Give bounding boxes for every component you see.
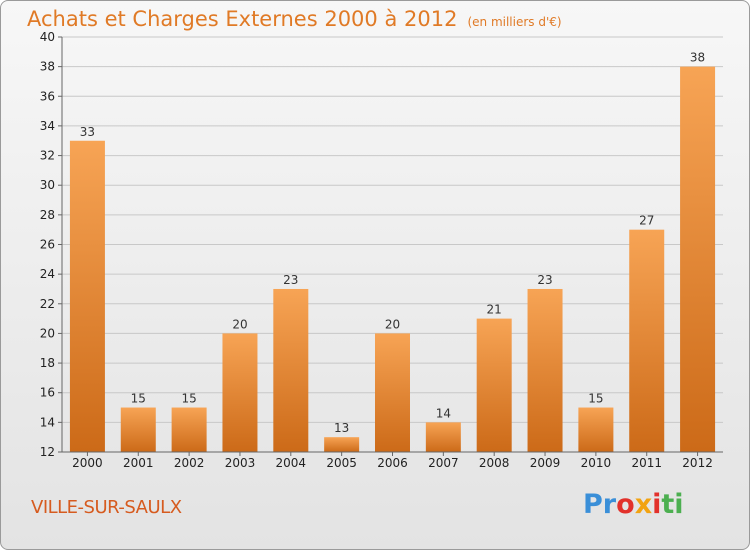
x-tick-label-2001: 2001: [123, 456, 154, 470]
logo-letter: x: [634, 489, 653, 520]
x-tick-label-2012: 2012: [682, 456, 713, 470]
bar-2004: [273, 288, 309, 452]
logo-letter: r: [602, 489, 617, 520]
y-tick-label: 34: [40, 119, 55, 133]
y-tick-label: 16: [40, 386, 55, 400]
x-tick-label-2007: 2007: [428, 456, 459, 470]
bar-2008: [476, 318, 512, 452]
data-label-2007: 14: [436, 406, 451, 420]
x-tick-label-2009: 2009: [530, 456, 561, 470]
data-label-2012: 38: [690, 51, 705, 65]
commune-name: VILLE-SUR-SAULX: [31, 497, 182, 518]
logo-letter: i: [652, 489, 662, 520]
y-tick-label: 38: [40, 60, 55, 74]
bar-2001: [120, 407, 156, 452]
y-tick-label: 20: [40, 326, 55, 340]
x-tick-label-2004: 2004: [276, 456, 307, 470]
data-label-2000: 33: [80, 125, 95, 139]
x-tick-label-2000: 2000: [72, 456, 103, 470]
y-tick-label: 26: [40, 238, 55, 252]
chart-title-text: Achats et Charges Externes 2000 à 2012: [27, 7, 458, 31]
data-label-2003: 20: [232, 317, 247, 331]
y-tick-label: 28: [40, 208, 55, 222]
logo-letter: P: [583, 489, 603, 520]
bar-2007: [425, 422, 461, 452]
bar-2012: [680, 66, 716, 453]
x-tick-label-2010: 2010: [581, 456, 612, 470]
logo-letter: i: [674, 489, 684, 520]
bar-2010: [578, 407, 614, 452]
x-tick-label-2003: 2003: [225, 456, 256, 470]
data-label-2010: 15: [588, 392, 603, 406]
y-tick-label: 14: [40, 415, 55, 429]
chart-unit: (en milliers d'€): [467, 15, 562, 29]
data-label-2011: 27: [639, 214, 654, 228]
bar-2003: [222, 333, 258, 452]
data-label-2004: 23: [283, 273, 298, 287]
data-label-2009: 23: [537, 273, 552, 287]
x-tick-label-2011: 2011: [631, 456, 662, 470]
bar-2009: [527, 288, 563, 452]
bar-2005: [324, 437, 360, 452]
bar-2002: [171, 407, 207, 452]
bar-2000: [69, 140, 105, 452]
x-tick-label-2008: 2008: [479, 456, 510, 470]
logo-letter: t: [661, 489, 675, 520]
x-tick-label-2002: 2002: [174, 456, 205, 470]
logo-letter: o: [616, 489, 635, 520]
y-tick-label: 24: [40, 267, 55, 281]
data-label-2005: 13: [334, 421, 349, 435]
y-tick-label: 12: [40, 445, 55, 459]
x-tick-label-2005: 2005: [326, 456, 357, 470]
proxiti-logo: Proxiti: [583, 489, 684, 520]
y-tick-label: 18: [40, 356, 55, 370]
data-label-2006: 20: [385, 317, 400, 331]
bar-2006: [375, 333, 410, 452]
y-tick-label: 40: [40, 30, 55, 44]
x-tick-label-2006: 2006: [377, 456, 408, 470]
data-label-2008: 21: [487, 303, 502, 317]
data-label-2001: 15: [131, 392, 146, 406]
y-tick-label: 30: [40, 178, 55, 192]
bar-2011: [629, 229, 665, 452]
chart-title: Achats et Charges Externes 2000 à 2012 (e…: [27, 7, 562, 31]
y-tick-label: 22: [40, 297, 55, 311]
y-tick-label: 36: [40, 89, 55, 103]
y-tick-label: 32: [40, 149, 55, 163]
data-label-2002: 15: [181, 392, 196, 406]
